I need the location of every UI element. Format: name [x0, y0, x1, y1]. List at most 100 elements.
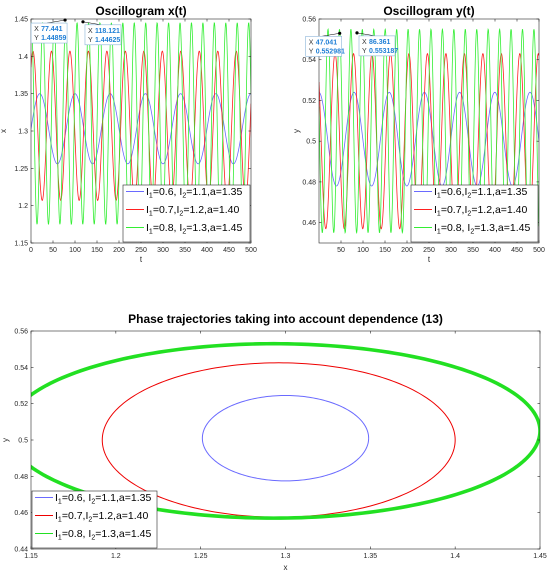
legend-i-symbol: I [179, 222, 182, 234]
series-line-3 [319, 27, 539, 235]
legend: I1=0.6, I2=1.1,a=1.35I1=0.7,I2=1.2,a=1.4… [31, 490, 158, 549]
y-tick-label: 0.56 [14, 329, 28, 336]
datatip-x-value: 118.121 [95, 28, 120, 35]
y-tick-label: 1.3 [18, 129, 28, 136]
legend-i-symbol: I [146, 222, 149, 234]
legend-i1-value: =0.7, [153, 204, 177, 216]
y-tick-label: 0.44 [14, 547, 28, 554]
legend-rest: =1.1,a=1.35 [471, 186, 527, 198]
datatip-box [305, 35, 342, 57]
x-tick-label: 1.45 [533, 553, 547, 560]
x-tick-label: 1.15 [24, 553, 38, 560]
legend-sub-2: 2 [182, 229, 186, 236]
legend-entry-3: I1=0.8, I2=1.3,a=1.45 [434, 222, 530, 236]
x-tick-label: 350 [179, 247, 191, 254]
x-tick-label: 300 [157, 247, 169, 254]
datatip-x-key: X [362, 39, 367, 46]
chart-p3: Phase trajectories taking into account d… [1, 312, 547, 572]
datatip-marker [63, 18, 67, 22]
y-tick-label: 0.54 [302, 57, 316, 64]
x-tick-label: 150 [379, 247, 391, 254]
legend-i-symbol: I [146, 204, 149, 216]
x-tick-label: 1.3 [281, 553, 291, 560]
chart-title: Phase trajectories taking into account d… [128, 312, 443, 326]
legend-sub-1: 1 [149, 211, 153, 218]
y-tick-label: 0.52 [302, 98, 316, 105]
y-tick-label: 0.48 [302, 179, 316, 186]
datatip-marker [355, 31, 359, 35]
x-tick-label: 250 [423, 247, 435, 254]
datatip-y-value: 1.44625 [95, 37, 120, 44]
legend-rest: =1.3,a=1.45 [474, 222, 530, 234]
legend-rest: =1.3,a=1.45 [186, 222, 242, 234]
legend-sub-1: 1 [437, 193, 441, 200]
legend-i-symbol: I [467, 222, 470, 234]
y-tick-label: 0.46 [302, 220, 316, 227]
datatip-y-key: Y [309, 48, 314, 55]
series-line-2 [101, 362, 456, 518]
legend-entry-2: I1=0.7,I2=1.2,a=1.40 [434, 204, 528, 218]
y-tick-label: 1.25 [14, 166, 28, 173]
legend-sub-1: 1 [437, 211, 441, 218]
legend: I1=0.6, I2=1.1,a=1.35I1=0.7,I2=1.2,a=1.4… [122, 184, 251, 243]
x-axis-label: x [284, 563, 288, 572]
plot-area [319, 27, 539, 235]
legend-i-symbol: I [55, 492, 58, 504]
x-tick-label: 350 [467, 247, 479, 254]
legend-i1-value: =0.6, [153, 186, 180, 198]
datatip-y-value: 0.552981 [316, 48, 345, 55]
legend-i-symbol: I [88, 528, 91, 540]
y-tick-label: 0.46 [14, 510, 28, 517]
legend-sub-1: 1 [437, 229, 441, 236]
legend-i1-value: =0.8, [62, 528, 89, 540]
legend-i1-value: =0.6, [441, 186, 465, 198]
legend-i-symbol: I [179, 186, 182, 198]
y-tick-label: 1.2 [18, 203, 28, 210]
x-tick-label: 500 [245, 247, 257, 254]
datatip-x-key: X [309, 39, 314, 46]
datatip-x-value: 77.441 [41, 26, 63, 33]
legend-entry-1: I1=0.6, I2=1.1,a=1.35 [146, 186, 242, 200]
legend-entry-3: I1=0.8, I2=1.3,a=1.45 [146, 222, 242, 236]
legend-entry-1: I1=0.6, I2=1.1,a=1.35 [55, 492, 151, 506]
chart-title: Oscillogram x(t) [95, 4, 186, 18]
legend-sub-1: 1 [149, 193, 153, 200]
x-tick-label: 100 [69, 247, 81, 254]
x-tick-label: 450 [223, 247, 235, 254]
legend-sub-2: 2 [91, 535, 95, 542]
datatip-marker [338, 31, 342, 35]
y-tick-label: 0.52 [14, 401, 28, 408]
legend-i-symbol: I [55, 528, 58, 540]
datatip-x-value: 47.041 [316, 39, 338, 46]
legend-i1-value: =0.8, [153, 222, 180, 234]
series-line-3 [31, 341, 540, 520]
legend-rest: =1.1,a=1.35 [186, 186, 242, 198]
legend-i-symbol: I [434, 204, 437, 216]
datatip-y-key: Y [88, 37, 93, 44]
legend: I1=0.6,I2=1.1,a=1.35I1=0.7,I2=1.2,a=1.40… [410, 184, 539, 243]
legend-rest: =1.2,a=1.40 [92, 510, 148, 522]
datatip-marker [81, 20, 85, 24]
legend-entry-1: I1=0.6,I2=1.1,a=1.35 [434, 186, 528, 200]
legend-entry-3: I1=0.8, I2=1.3,a=1.45 [55, 528, 151, 542]
legend-i-symbol: I [434, 222, 437, 234]
legend-i1-value: =0.8, [441, 222, 468, 234]
y-tick-label: 1.4 [18, 54, 28, 61]
legend-entry-2: I1=0.7,I2=1.2,a=1.40 [55, 510, 149, 524]
datatip-y-value: 1.44859 [41, 35, 66, 42]
y-tick-label: 0.5 [306, 139, 316, 146]
y-tick-label: 0.5 [18, 438, 28, 445]
legend-sub-2: 2 [470, 229, 474, 236]
x-tick-label: 200 [401, 247, 413, 254]
legend-sub-2: 2 [91, 499, 95, 506]
legend-entry-2: I1=0.7,I2=1.2,a=1.40 [146, 204, 240, 218]
legend-i-symbol: I [55, 510, 58, 522]
legend-sub-2: 2 [467, 211, 471, 218]
y-axis-label: x [0, 129, 8, 133]
legend-box [122, 184, 251, 243]
datatip-y-key: Y [34, 35, 39, 42]
legend-sub-1: 1 [58, 535, 62, 542]
y-tick-label: 1.35 [14, 91, 28, 98]
datatip-leader [321, 33, 340, 37]
